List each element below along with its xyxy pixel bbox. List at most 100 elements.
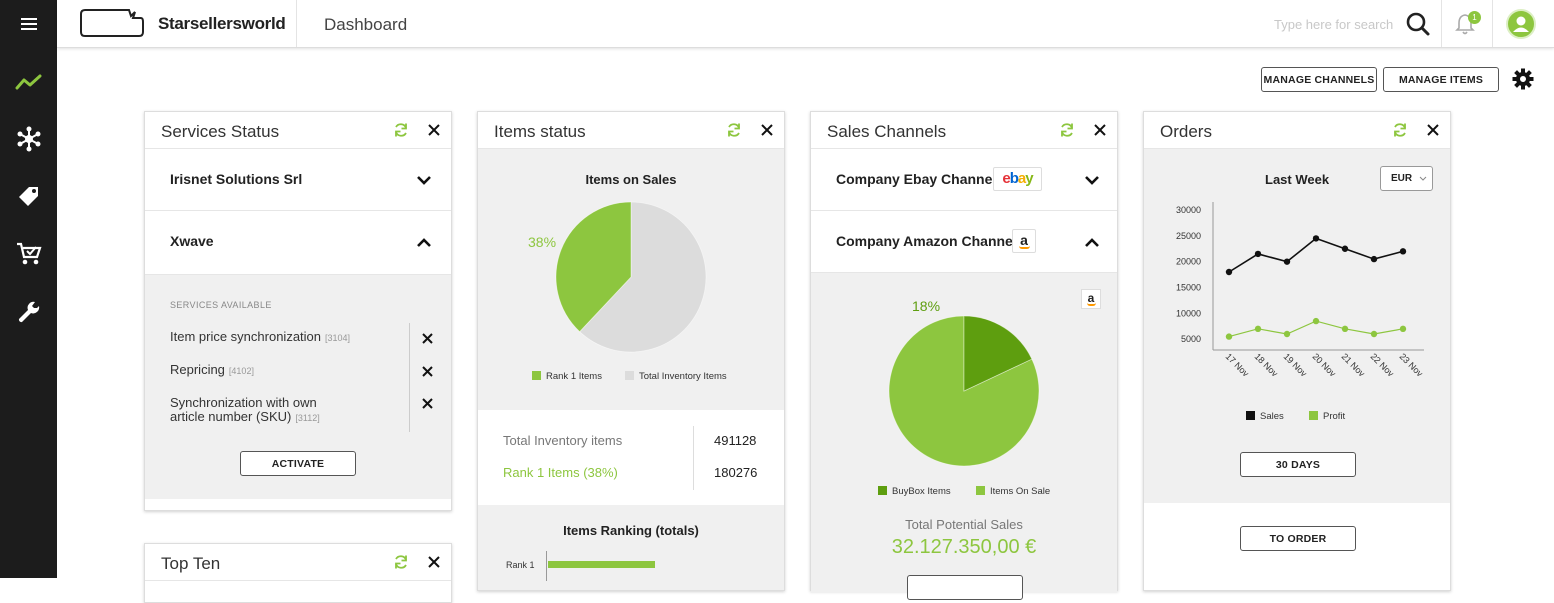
service-name: Synchronization with own	[170, 395, 317, 410]
data-point	[1254, 250, 1262, 258]
chart-title: Items on Sales	[585, 172, 677, 187]
legend-item: Total Inventory Items	[625, 371, 727, 382]
accordion-row-ebay[interactable]: Company Ebay Channel ebay	[811, 149, 1117, 211]
top-ten-panel: Top Ten	[144, 543, 452, 603]
refresh-icon[interactable]	[1392, 122, 1408, 143]
company-name: Irisnet Solutions Srl	[170, 171, 303, 187]
service-code: [3112]	[295, 413, 320, 423]
dashboard-trend-icon[interactable]	[0, 62, 57, 102]
pie-slice	[963, 315, 1033, 392]
menu-icon[interactable]	[0, 4, 57, 44]
x-tick-label: 18 Nov	[1253, 351, 1281, 379]
items-ranking-chart: Items Ranking (totals) Rank 1	[478, 505, 784, 590]
accordion-row-irisnet[interactable]: Irisnet Solutions Srl	[145, 149, 451, 211]
data-point	[1399, 325, 1407, 333]
amazon-channel-chart: a 18% BuyBox Items Items On Sale Total P…	[811, 273, 1117, 600]
legend-label: Total Inventory Items	[639, 371, 727, 382]
close-icon[interactable]	[761, 123, 773, 141]
data-point	[1225, 333, 1233, 340]
notification-badge: 1	[1468, 11, 1481, 24]
y-tick-label: 15000	[1176, 283, 1201, 293]
y-tick-label: 5000	[1181, 334, 1201, 344]
refresh-icon[interactable]	[393, 554, 409, 575]
close-icon[interactable]	[1094, 123, 1106, 141]
rank-bar	[548, 561, 655, 568]
service-name: Item price synchronization	[170, 329, 322, 344]
chevron-up-icon[interactable]	[416, 237, 432, 248]
chevron-down-icon[interactable]	[1084, 175, 1100, 186]
service-item: Item price synchronization [3104]	[170, 330, 350, 345]
brand-name[interactable]: Starsellersworld	[158, 14, 286, 33]
remove-service-icon[interactable]	[422, 366, 433, 377]
chart-title: Last Week	[1265, 172, 1330, 187]
channel-action-button[interactable]	[907, 575, 1023, 600]
service-code: [3104]	[325, 333, 351, 343]
stat-value: 180276	[714, 465, 758, 480]
data-point	[1341, 245, 1349, 252]
remove-service-icon[interactable]	[422, 333, 433, 344]
brand-logo-icon[interactable]	[79, 8, 145, 43]
stat-label: Rank 1 Items (38%)	[503, 465, 618, 480]
stat-value: 491128	[714, 433, 757, 448]
channel-name: Company Amazon Channel	[836, 233, 1017, 249]
tag-icon[interactable]	[0, 176, 57, 216]
y-tick-label: 20000	[1176, 257, 1201, 267]
search-icon[interactable]	[1405, 11, 1431, 42]
close-icon[interactable]	[1427, 123, 1439, 141]
service-item: Repricing [4102]	[170, 363, 254, 378]
data-point	[1399, 248, 1407, 255]
cart-icon[interactable]	[0, 234, 57, 274]
search-input[interactable]: Type here for search	[1274, 17, 1394, 32]
refresh-icon[interactable]	[726, 122, 742, 143]
x-tick-label: 20 Nov	[1311, 351, 1339, 379]
legend-item: Items On Sale	[976, 486, 1050, 497]
currency-select[interactable]: EUR	[1380, 166, 1433, 191]
x-tick-label: 21 Nov	[1340, 351, 1368, 379]
y-tick-label: 25000	[1176, 231, 1201, 241]
pie-slice	[555, 201, 632, 333]
service-item: Synchronization with own article number (…	[170, 396, 320, 425]
sales-channels-panel: Sales Channels Company Ebay Channel ebay…	[810, 111, 1118, 600]
panel-title: Items status	[494, 122, 586, 141]
items-on-sales-chart: Items on Sales 38% Rank 1 Items Total In…	[478, 149, 784, 410]
chevron-down-icon[interactable]	[416, 175, 432, 186]
legend-item: BuyBox Items	[878, 486, 951, 497]
manage-items-button[interactable]: MANAGE ITEMS	[1383, 67, 1499, 92]
stat-label: Total Inventory items	[503, 433, 623, 448]
y-tick-label: 30000	[1176, 205, 1201, 215]
legend-item: Sales	[1246, 411, 1284, 422]
panel-title: Services Status	[161, 122, 280, 141]
manage-channels-button[interactable]: MANAGE CHANNELS	[1261, 67, 1377, 92]
accordion-row-amazon[interactable]: Company Amazon Channel a	[811, 211, 1117, 273]
data-point	[1341, 325, 1349, 333]
30-days-button[interactable]: 30 DAYS	[1240, 452, 1356, 477]
legend-label: Sales	[1260, 411, 1284, 422]
to-order-button[interactable]: TO ORDER	[1240, 526, 1356, 551]
network-icon[interactable]	[0, 119, 57, 159]
chevron-up-icon[interactable]	[1084, 237, 1100, 248]
company-name: Xwave	[170, 233, 214, 249]
close-icon[interactable]	[428, 555, 440, 573]
legend-item: Profit	[1309, 411, 1345, 422]
wrench-icon[interactable]	[0, 293, 57, 333]
avatar[interactable]	[1506, 9, 1536, 39]
data-point	[1370, 330, 1378, 338]
pie-slice	[579, 201, 707, 353]
potential-sales-label: Total Potential Sales	[905, 517, 1023, 532]
panel-title: Orders	[1160, 122, 1212, 141]
page-title: Dashboard	[324, 15, 408, 34]
chart-title: Items Ranking (totals)	[563, 523, 699, 538]
data-point	[1312, 317, 1320, 325]
close-icon[interactable]	[428, 123, 440, 141]
x-tick-label: 22 Nov	[1369, 351, 1397, 379]
data-point	[1254, 325, 1262, 333]
refresh-icon[interactable]	[1059, 122, 1075, 143]
services-available-section: SERVICES AVAILABLE Item price synchroniz…	[145, 275, 451, 499]
settings-gear-icon[interactable]	[1512, 68, 1534, 95]
refresh-icon[interactable]	[393, 122, 409, 143]
remove-service-icon[interactable]	[422, 398, 433, 409]
data-point	[1312, 235, 1320, 242]
x-tick-label: 17 Nov	[1224, 351, 1252, 379]
accordion-row-xwave[interactable]: Xwave	[145, 211, 451, 275]
activate-button[interactable]: ACTIVATE	[240, 451, 356, 476]
